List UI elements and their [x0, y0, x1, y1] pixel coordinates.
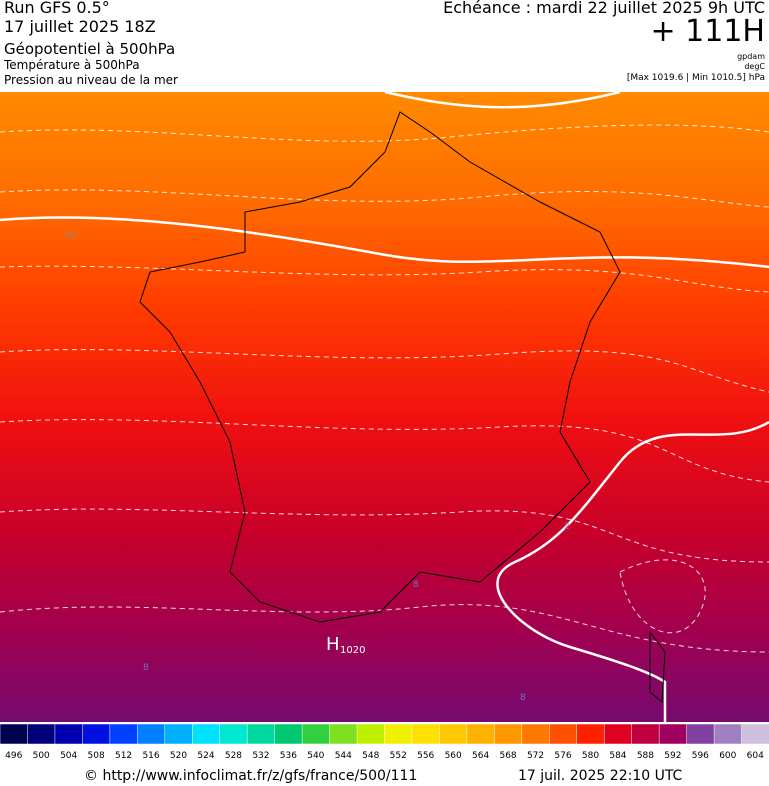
lead-time: + 111H: [650, 14, 766, 49]
colorbar-label: 520: [170, 751, 187, 761]
colorbar-cell: [109, 724, 139, 745]
unit: gpdam: [737, 52, 765, 61]
colorbar-label: 536: [280, 751, 297, 761]
unit: degC: [744, 62, 765, 71]
colorbar-cell: [549, 724, 578, 745]
colorbar-label: 532: [252, 751, 269, 761]
run-date: 17 juillet 2025 18Z: [4, 17, 156, 36]
colorbar-cell: [631, 724, 660, 745]
colorbar-cell: [411, 724, 441, 745]
colorbar-label: 552: [390, 751, 407, 761]
colorbar-label: 508: [88, 751, 105, 761]
colorbar-cell: [658, 724, 688, 745]
run-title: Run GFS 0.5°: [4, 0, 110, 17]
colorbar-label: 516: [142, 751, 159, 761]
contour-label: 16: [64, 231, 76, 241]
colorbar-cell: [54, 724, 84, 745]
colorbar-cell: [466, 724, 496, 745]
echeance: Echéance : mardi 22 juillet 2025 9h UTC: [443, 0, 765, 17]
france-outline: [139, 111, 621, 623]
colorbar: 496 500 504 508 512 516 520 524 528 532 536 540 544 5…: [0, 724, 769, 761]
corsica-outline: [649, 630, 666, 704]
colorbar-cell: [274, 724, 303, 745]
colorbar-label: 604: [747, 751, 764, 761]
colorbar-label: 568: [499, 751, 516, 761]
colorbar-label: 540: [307, 751, 324, 761]
colorbar-cell: [494, 724, 523, 745]
field-label: Température à 500hPa: [4, 58, 140, 72]
high-pressure-value: 1020: [340, 645, 365, 656]
colorbar-label: 496: [5, 751, 22, 761]
colorbar-cell: [219, 724, 248, 745]
unit: [Max 1019.6 | Min 1010.5] hPa: [626, 73, 765, 83]
contour-label: 8: [520, 693, 526, 703]
colorbar-cell: [713, 724, 743, 745]
colorbar-cell: [0, 724, 29, 745]
colorbar-label: 588: [637, 751, 654, 761]
colorbar-cell: [164, 724, 194, 745]
footer-url: © http://www.infoclimat.fr/z/gfs/france/…: [84, 768, 418, 784]
footer-timestamp: 17 juil. 2025 22:10 UTC: [518, 768, 683, 784]
colorbar-cell: [603, 724, 633, 745]
colorbar-cell: [384, 724, 413, 745]
colorbar-cell: [246, 724, 276, 745]
colorbar-label: 592: [664, 751, 681, 761]
temperature-field: [0, 92, 769, 722]
colorbar-label: 572: [527, 751, 544, 761]
contour-label: 2: [564, 522, 570, 532]
colorbar-cell: [329, 724, 358, 745]
colorbar-cell: [27, 724, 56, 745]
colorbar-label: 584: [609, 751, 626, 761]
field-label: Géopotentiel à 500hPa: [4, 40, 176, 58]
colorbar-label: 528: [225, 751, 242, 761]
colorbar-cell: [439, 724, 468, 745]
colorbar-label: 548: [362, 751, 379, 761]
colorbar-label: 564: [472, 751, 489, 761]
colorbar-cell: [82, 724, 111, 745]
contour-label: 8: [413, 580, 419, 590]
colorbar-cell: [192, 724, 221, 745]
colorbar-label: 560: [445, 751, 462, 761]
colorbar-label: 556: [417, 751, 434, 761]
colorbar-label: 596: [692, 751, 709, 761]
high-pressure-label: H: [326, 634, 340, 655]
colorbar-cell: [521, 724, 551, 745]
colorbar-label: 504: [60, 751, 77, 761]
colorbar-label: 524: [197, 751, 214, 761]
colorbar-label: 600: [719, 751, 736, 761]
colorbar-cell: [576, 724, 605, 745]
colorbar-label: 544: [335, 751, 352, 761]
map: H 1020 16 8 8 2 8: [0, 92, 769, 722]
colorbar-label: 500: [33, 751, 50, 761]
contour-label: 8: [143, 663, 149, 673]
isobars: [0, 92, 769, 722]
colorbar-label: 576: [554, 751, 571, 761]
field-label: Pression au niveau de la mer: [4, 73, 178, 87]
colorbar-label: 580: [582, 751, 599, 761]
isotherms: [0, 124, 769, 653]
colorbar-cell: [741, 724, 769, 745]
colorbar-label: 512: [115, 751, 132, 761]
colorbar-cell: [686, 724, 715, 745]
colorbar-cell: [137, 724, 166, 745]
colorbar-cell: [301, 724, 331, 745]
colorbar-cell: [356, 724, 386, 745]
